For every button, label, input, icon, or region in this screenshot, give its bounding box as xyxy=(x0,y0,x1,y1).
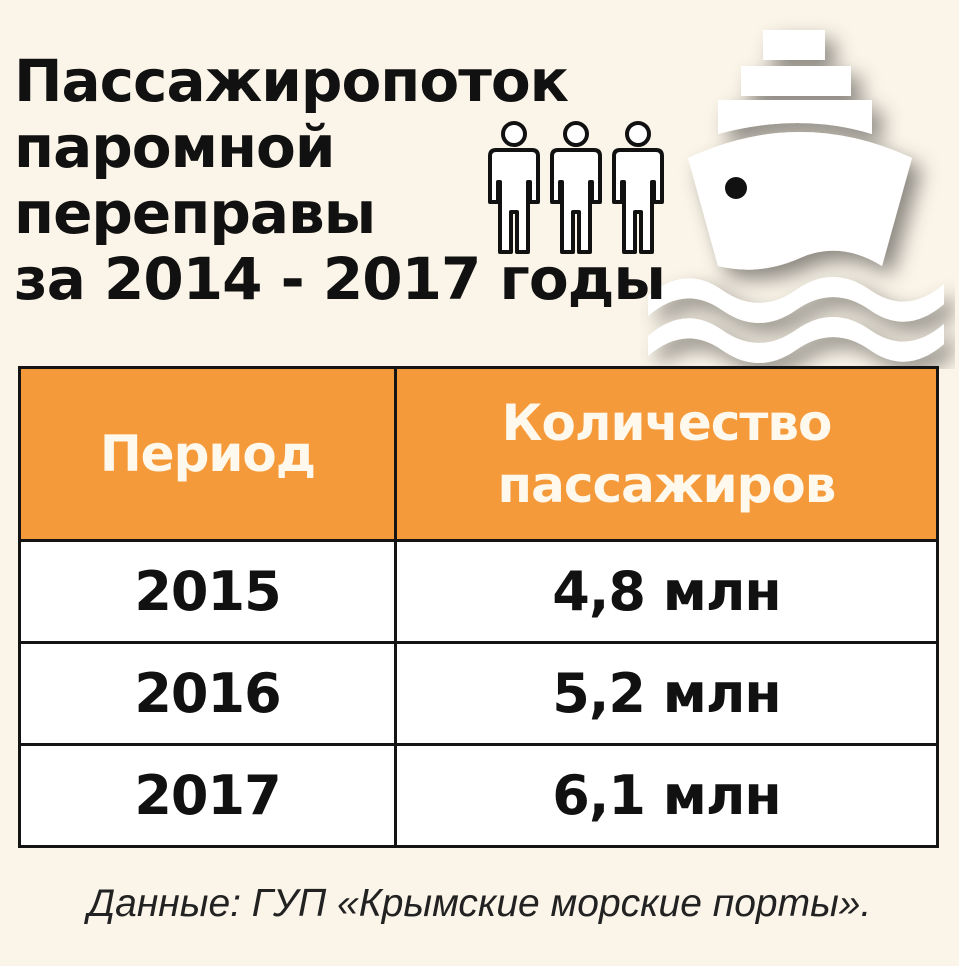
period-cell: 2017 xyxy=(18,743,397,848)
source-note: Данные: ГУП «Крымские морские порты». xyxy=(87,882,872,925)
header-period-label: Период xyxy=(99,425,316,483)
header-passengers-line-1: Количество xyxy=(501,394,833,452)
period-cell: 2015 xyxy=(18,539,397,644)
period-cell: 2016 xyxy=(18,641,397,746)
table-row: 2016 5,2 млн xyxy=(18,641,939,746)
title-line-3: переправы xyxy=(14,179,376,247)
passengers-cell: 6,1 млн xyxy=(394,743,939,848)
column-header-period: Период xyxy=(18,366,397,542)
title-line-2: паромной xyxy=(14,113,336,181)
title-line-1: Пассажиропоток xyxy=(14,47,569,115)
waves-icon xyxy=(648,277,944,363)
table-header-row: Период Количество пассажиров xyxy=(18,366,939,542)
passengers-cell: 4,8 млн xyxy=(394,539,939,644)
chart-title: Пассажиропоток паромной переправы за 201… xyxy=(14,47,666,313)
title-line-4: за 2014 - 2017 годы xyxy=(14,245,666,313)
table-row: 2015 4,8 млн xyxy=(18,539,939,644)
passenger-table: Период Количество пассажиров 2015 4,8 мл… xyxy=(18,366,939,848)
passengers-cell: 5,2 млн xyxy=(394,641,939,746)
people-icon xyxy=(488,121,664,254)
header-passengers-line-2: пассажиров xyxy=(497,456,837,514)
table-row: 2017 6,1 млн xyxy=(18,743,939,848)
ship-icon xyxy=(648,30,944,363)
column-header-passengers: Количество пассажиров xyxy=(394,366,939,542)
